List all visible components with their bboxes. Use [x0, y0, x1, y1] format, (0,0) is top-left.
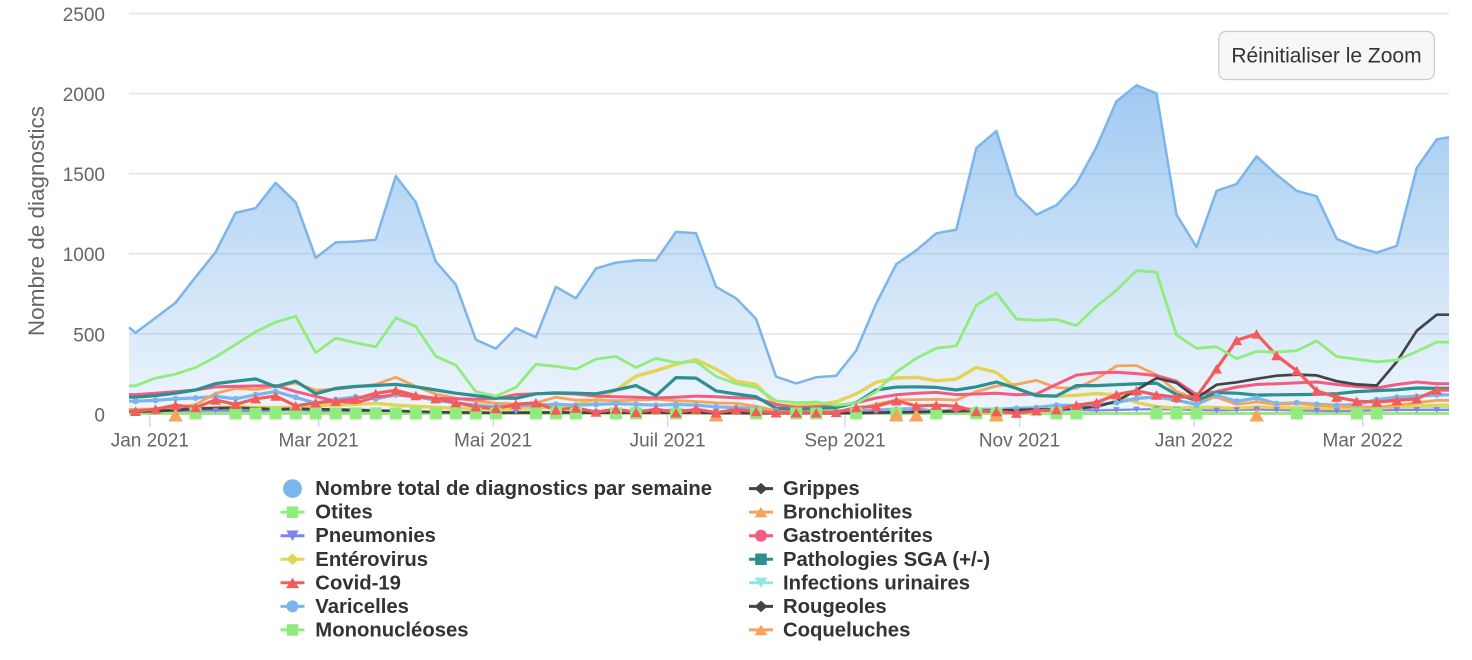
svg-text:1000: 1000	[63, 245, 105, 266]
svg-text:Mai 2021: Mai 2021	[454, 431, 532, 452]
svg-text:Nombre de diagnostics: Nombre de diagnostics	[24, 106, 49, 336]
svg-text:Grippes: Grippes	[783, 478, 860, 500]
svg-text:Réinitialiser le Zoom: Réinitialiser le Zoom	[1231, 45, 1421, 68]
svg-text:Varicelles: Varicelles	[315, 596, 409, 618]
svg-text:Jan 2021: Jan 2021	[111, 431, 189, 452]
svg-text:Juil 2021: Juil 2021	[630, 431, 706, 452]
svg-text:Entérovirus: Entérovirus	[315, 549, 428, 571]
svg-text:Pneumonies: Pneumonies	[315, 525, 436, 547]
svg-text:2500: 2500	[63, 5, 105, 26]
svg-text:Coqueluches: Coqueluches	[783, 619, 910, 641]
svg-text:Otites: Otites	[315, 502, 372, 524]
svg-text:Sep 2021: Sep 2021	[804, 431, 885, 452]
svg-text:Rougeoles: Rougeoles	[783, 596, 887, 618]
svg-text:0: 0	[94, 405, 105, 426]
svg-text:Bronchiolites: Bronchiolites	[783, 502, 913, 524]
svg-text:Gastroentérites: Gastroentérites	[783, 525, 933, 547]
svg-text:Covid-19: Covid-19	[315, 572, 401, 594]
svg-text:Infections urinaires: Infections urinaires	[783, 572, 970, 594]
svg-text:1500: 1500	[63, 165, 105, 186]
svg-text:Mar 2021: Mar 2021	[278, 431, 358, 452]
svg-text:Jan 2022: Jan 2022	[1155, 431, 1233, 452]
svg-text:2000: 2000	[63, 85, 105, 106]
svg-text:Nombre total de diagnostics pa: Nombre total de diagnostics par semaine	[315, 478, 712, 500]
svg-text:Mar 2022: Mar 2022	[1323, 431, 1403, 452]
svg-text:Mononucléoses: Mononucléoses	[315, 619, 468, 641]
svg-text:Pathologies SGA (+/-): Pathologies SGA (+/-)	[783, 549, 990, 571]
svg-text:Nov 2021: Nov 2021	[979, 431, 1060, 452]
svg-text:500: 500	[73, 325, 105, 346]
